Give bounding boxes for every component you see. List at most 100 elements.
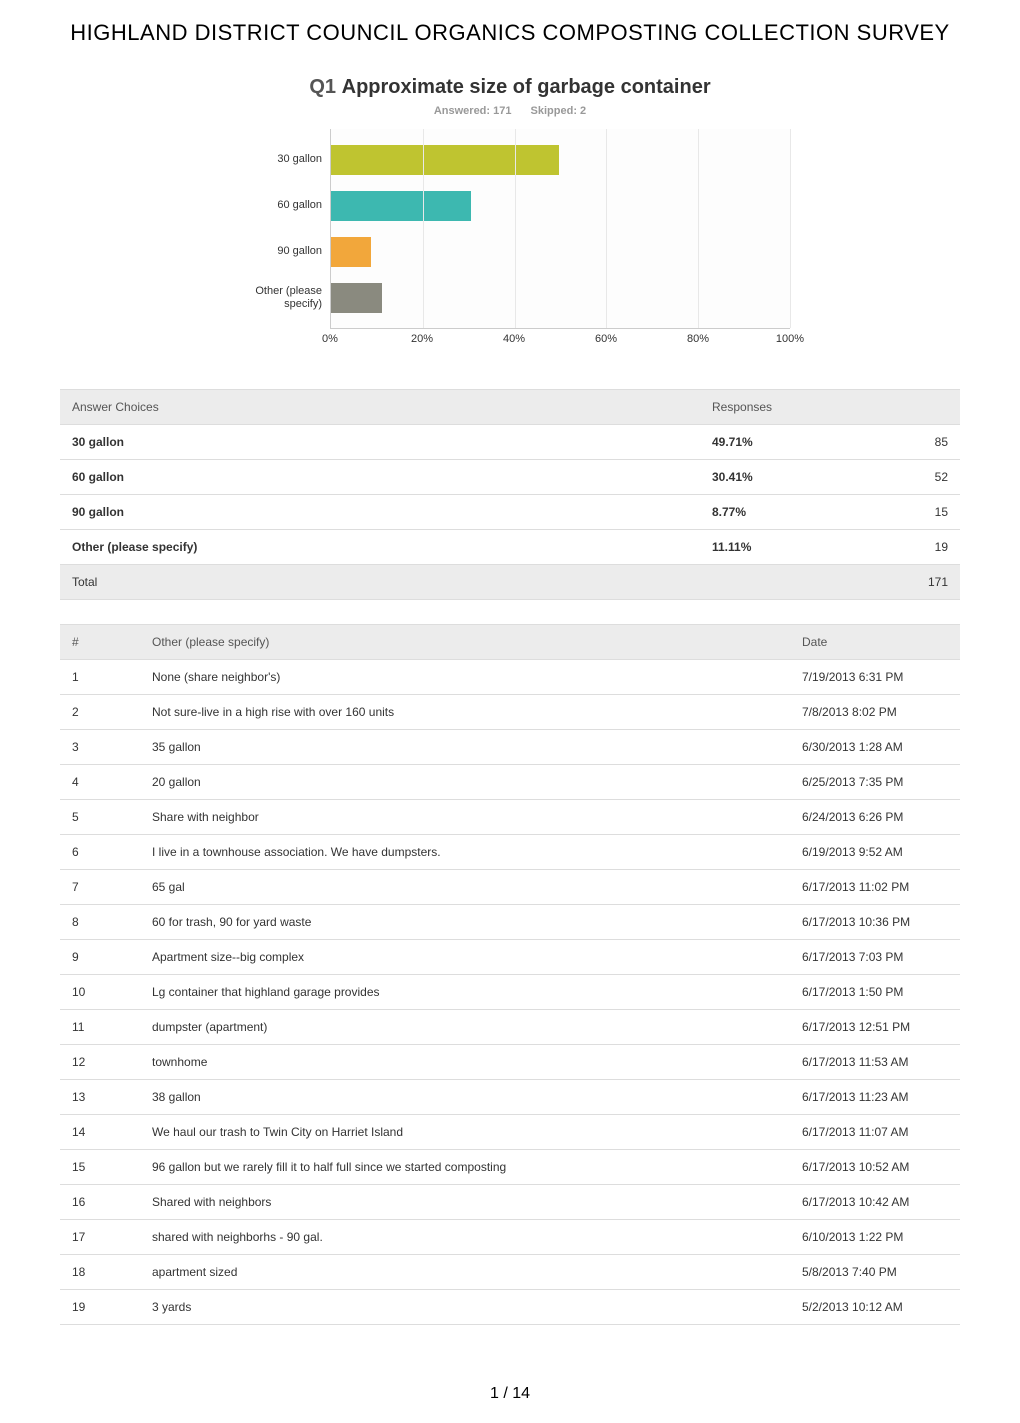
pct-cell: 30.41% (700, 460, 900, 495)
table-row: 17shared with neighborhs - 90 gal.6/10/2… (60, 1220, 960, 1255)
row-num: 12 (60, 1045, 140, 1080)
bar-chart: 30 gallon60 gallon90 gallonOther (please… (230, 129, 790, 349)
row-num: 13 (60, 1080, 140, 1115)
table-row: Other (please specify)11.11%19 (60, 530, 960, 565)
table-row: 90 gallon8.77%15 (60, 495, 960, 530)
responses-header-text: Other (please specify) (140, 625, 790, 660)
row-date: 7/8/2013 8:02 PM (790, 695, 960, 730)
row-num: 2 (60, 695, 140, 730)
row-num: 8 (60, 905, 140, 940)
row-text: Apartment size--big complex (140, 940, 790, 975)
row-date: 6/30/2013 1:28 AM (790, 730, 960, 765)
x-tick: 0% (322, 333, 338, 345)
row-num: 5 (60, 800, 140, 835)
row-date: 6/17/2013 1:50 PM (790, 975, 960, 1010)
row-num: 11 (60, 1010, 140, 1045)
row-num: 14 (60, 1115, 140, 1150)
choice-cell: 90 gallon (60, 495, 700, 530)
choice-cell: Other (please specify) (60, 530, 700, 565)
bar (331, 191, 471, 221)
row-num: 10 (60, 975, 140, 1010)
row-date: 6/17/2013 11:02 PM (790, 870, 960, 905)
table-row: 1338 gallon6/17/2013 11:23 AM (60, 1080, 960, 1115)
table-row: 420 gallon6/25/2013 7:35 PM (60, 765, 960, 800)
table-row: 12townhome6/17/2013 11:53 AM (60, 1045, 960, 1080)
y-label: Other (please specify) (230, 275, 330, 321)
responses-table: # Other (please specify) Date 1None (sha… (60, 624, 960, 1325)
row-date: 6/17/2013 10:36 PM (790, 905, 960, 940)
pct-cell: 11.11% (700, 530, 900, 565)
row-text: 60 for trash, 90 for yard waste (140, 905, 790, 940)
total-label: Total (60, 565, 700, 600)
page-title: HIGHLAND DISTRICT COUNCIL ORGANICS COMPO… (60, 20, 960, 46)
row-text: We haul our trash to Twin City on Harrie… (140, 1115, 790, 1150)
table-row: 5Share with neighbor6/24/2013 6:26 PM (60, 800, 960, 835)
row-text: Share with neighbor (140, 800, 790, 835)
summary-header-responses: Responses (700, 390, 960, 425)
question-number: Q1 (309, 76, 336, 98)
row-date: 6/19/2013 9:52 AM (790, 835, 960, 870)
count-cell: 52 (900, 460, 960, 495)
row-date: 6/10/2013 1:22 PM (790, 1220, 960, 1255)
table-row: 1None (share neighbor's)7/19/2013 6:31 P… (60, 660, 960, 695)
table-row: 60 gallon30.41%52 (60, 460, 960, 495)
table-row: 11dumpster (apartment)6/17/2013 12:51 PM (60, 1010, 960, 1045)
row-num: 1 (60, 660, 140, 695)
row-text: 65 gal (140, 870, 790, 905)
responses-header-num: # (60, 625, 140, 660)
x-tick: 40% (503, 333, 525, 345)
row-num: 19 (60, 1290, 140, 1325)
summary-header-choice: Answer Choices (60, 390, 700, 425)
table-row: 335 gallon6/30/2013 1:28 AM (60, 730, 960, 765)
question-stats: Answered: 171 Skipped: 2 (60, 105, 960, 117)
row-num: 17 (60, 1220, 140, 1255)
bar (331, 283, 382, 313)
table-row: 765 gal6/17/2013 11:02 PM (60, 870, 960, 905)
table-row: 14We haul our trash to Twin City on Harr… (60, 1115, 960, 1150)
row-date: 6/24/2013 6:26 PM (790, 800, 960, 835)
row-text: 96 gallon but we rarely fill it to half … (140, 1150, 790, 1185)
table-row: 9Apartment size--big complex6/17/2013 7:… (60, 940, 960, 975)
y-label: 60 gallon (230, 183, 330, 229)
row-date: 6/17/2013 10:42 AM (790, 1185, 960, 1220)
skipped-count: Skipped: 2 (531, 105, 587, 117)
row-date: 5/2/2013 10:12 AM (790, 1290, 960, 1325)
row-num: 18 (60, 1255, 140, 1290)
row-date: 6/17/2013 11:07 AM (790, 1115, 960, 1150)
row-text: I live in a townhouse association. We ha… (140, 835, 790, 870)
row-text: Not sure-live in a high rise with over 1… (140, 695, 790, 730)
table-row: 1596 gallon but we rarely fill it to hal… (60, 1150, 960, 1185)
row-text: None (share neighbor's) (140, 660, 790, 695)
responses-header-date: Date (790, 625, 960, 660)
total-count: 171 (900, 565, 960, 600)
table-row: 30 gallon49.71%85 (60, 425, 960, 460)
row-num: 4 (60, 765, 140, 800)
y-label: 30 gallon (230, 137, 330, 183)
row-date: 7/19/2013 6:31 PM (790, 660, 960, 695)
table-row: 10Lg container that highland garage prov… (60, 975, 960, 1010)
answered-count: Answered: 171 (434, 105, 512, 117)
question-text: Approximate size of garbage container (342, 76, 711, 98)
row-num: 3 (60, 730, 140, 765)
count-cell: 19 (900, 530, 960, 565)
row-text: 20 gallon (140, 765, 790, 800)
row-date: 6/17/2013 7:03 PM (790, 940, 960, 975)
row-text: apartment sized (140, 1255, 790, 1290)
row-text: Lg container that highland garage provid… (140, 975, 790, 1010)
count-cell: 85 (900, 425, 960, 460)
bar (331, 237, 371, 267)
choice-cell: 60 gallon (60, 460, 700, 495)
row-text: Shared with neighbors (140, 1185, 790, 1220)
row-num: 15 (60, 1150, 140, 1185)
count-cell: 15 (900, 495, 960, 530)
x-tick: 80% (687, 333, 709, 345)
bar (331, 145, 559, 175)
y-label: 90 gallon (230, 229, 330, 275)
row-num: 16 (60, 1185, 140, 1220)
x-tick: 100% (776, 333, 804, 345)
row-text: dumpster (apartment) (140, 1010, 790, 1045)
pct-cell: 8.77% (700, 495, 900, 530)
page-number: 1 / 14 (60, 1385, 960, 1403)
row-date: 6/17/2013 11:23 AM (790, 1080, 960, 1115)
row-date: 6/17/2013 10:52 AM (790, 1150, 960, 1185)
